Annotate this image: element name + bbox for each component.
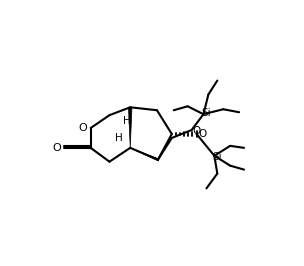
Text: H: H — [123, 116, 131, 126]
Text: O: O — [198, 129, 207, 139]
Text: O: O — [53, 143, 61, 153]
Polygon shape — [129, 107, 132, 148]
Polygon shape — [130, 148, 158, 161]
Text: H: H — [116, 133, 123, 143]
Text: Si: Si — [202, 108, 211, 118]
Text: Si: Si — [212, 152, 222, 162]
Text: O: O — [78, 123, 87, 133]
Text: O: O — [192, 126, 201, 136]
